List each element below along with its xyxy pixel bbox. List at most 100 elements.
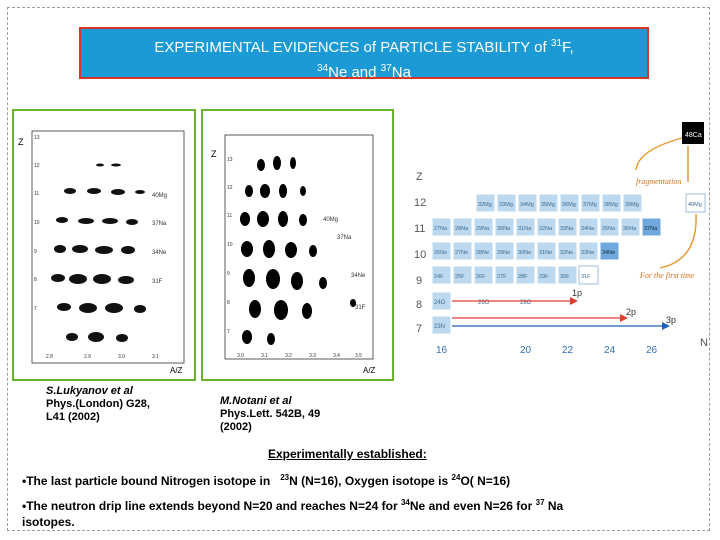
left-x-tick: 2.9 [84, 354, 91, 360]
row-f: 24F 25F 26F 27F 28F 29F 30F 31F [431, 265, 599, 285]
isotope-cell: 34Ne [602, 250, 615, 256]
isotope-cell: 39Mg [625, 202, 639, 208]
middle-isotope-label: 34Ne [351, 273, 366, 279]
left-x-tick: 3.0 [118, 354, 125, 360]
isotope-cell: 27F [497, 274, 507, 280]
isotope-cell: 28Na [455, 226, 469, 232]
title-text-2: F, [561, 39, 574, 56]
bullet1-text-b: N (N=16), Oxygen isotope is [289, 474, 449, 488]
bullet2-text-c: Na [547, 499, 564, 513]
row-o: 24O 26O 28O [431, 291, 532, 311]
left-caption-authors: S.Lukyanov et al [46, 385, 133, 397]
bullet-drip-line: •The neutron drip line extends beyond N=… [22, 495, 702, 530]
slide-title: EXPERIMENTAL EVIDENCES of PARTICLE STABI… [79, 27, 649, 81]
row-na: 27Na 28Na 29Na 30Na 31Na 32Na 33Na 34Na … [431, 217, 662, 237]
middle-caption: M.Notani et al Phys.Lett. 542B, 49 (2002… [220, 395, 320, 434]
left-y-tick: 8 [34, 277, 37, 283]
isotope-cell: 26O [478, 300, 490, 306]
bullet2-sup-37: 37 [535, 498, 545, 507]
bullet2-text-a: •The neutron drip line extends beyond N=… [22, 499, 398, 513]
middle-caption-authors: M.Notani et al [220, 395, 292, 407]
row-mg: 32Mg 33Mg 34Mg 35Mg 36Mg 37Mg 38Mg 39Mg … [475, 193, 706, 213]
slide-frame [7, 7, 710, 531]
middle-pid-plot: Z A/Z 13 12 11 10 9 8 7 3.0 3.1 3.2 3.3 … [211, 134, 376, 375]
left-isotope-label: 34Ne [152, 250, 167, 256]
left-y-tick: 7 [34, 306, 37, 312]
n-tick: 22 [562, 345, 574, 356]
middle-y-tick: 11 [227, 213, 232, 219]
left-isotope-label: 37Na [152, 221, 167, 227]
row-label: 8 [416, 299, 422, 311]
n-tick: 16 [436, 345, 448, 356]
row-label: 7 [416, 323, 422, 335]
bullet-nitrogen: •The last particle bound Nitrogen isotop… [22, 470, 510, 489]
isotope-cell: 37Mg [583, 202, 597, 208]
established-heading: Experimentally established: [268, 447, 427, 461]
title-text-4: Na [391, 64, 411, 81]
left-x-tick: 2.8 [46, 354, 53, 360]
drip-arrows [452, 297, 670, 330]
left-x-axis-label: A/Z [170, 366, 183, 375]
isotope-cell: 28Ne [476, 250, 489, 256]
bullet1-text-a: •The last particle bound Nitrogen isotop… [22, 474, 271, 488]
middle-x-tick: 3.5 [355, 353, 362, 359]
middle-y-tick: 8 [227, 300, 230, 306]
middle-y-tick: 13 [227, 157, 233, 163]
bullet1-text-c: O( N=16) [460, 474, 511, 488]
middle-blobs [240, 156, 356, 345]
middle-isotope-label: 37Na [337, 235, 352, 241]
n-tick: 24 [604, 345, 616, 356]
left-blobs [51, 163, 146, 342]
isotope-cell: 25F [455, 274, 465, 280]
isotope-cell: 33Ne [581, 250, 594, 256]
left-caption: S.Lukyanov et al Phys.(London) G28, L41 … [46, 385, 150, 424]
isotope-cell: 26Ne [434, 250, 447, 256]
left-caption-ref: L41 (2002) [46, 411, 100, 423]
middle-caption-journal: Phys.Lett. 542B, 49 [220, 408, 321, 420]
middle-x-axis-label: A/Z [363, 366, 376, 375]
isotope-cell: 37Na [644, 226, 658, 232]
isotope-cell: 27Na [434, 226, 448, 232]
ca48-box [682, 122, 704, 144]
isotope-cell: 28O [520, 300, 532, 306]
title-sup-34: 34 [317, 63, 329, 74]
isotope-cell: 29Na [476, 226, 490, 232]
chart-z-label: Z [416, 171, 423, 183]
title-text-1: EXPERIMENTAL EVIDENCES of PARTICLE STABI… [154, 39, 547, 56]
isotope-cell: 33Na [560, 226, 574, 232]
left-y-tick: 12 [34, 163, 40, 169]
nuclide-chart: Z N 12 11 10 9 8 7 16 20 22 24 26 48Ca f… [414, 122, 708, 356]
isotope-cell: 24O [434, 300, 446, 306]
fragmentation-label: fragmentation [636, 177, 681, 186]
isotope-cell: 36Mg [562, 202, 576, 208]
isotope-cell: 34Na [581, 226, 595, 232]
isotope-cell: 30Ne [518, 250, 531, 256]
bullet2-text-b: Ne and even N=26 for [409, 499, 533, 513]
middle-isotope-label: 31F [355, 305, 366, 311]
left-isotope-label: 31F [152, 279, 163, 285]
arrow-label-3p: 3p [666, 315, 676, 325]
isotope-cell: 29Ne [497, 250, 510, 256]
row-n: 23N [431, 315, 452, 335]
isotope-cell: 35Mg [541, 202, 555, 208]
isotope-cell: 30Na [497, 226, 511, 232]
middle-y-tick: 12 [227, 185, 233, 191]
ca48-label: 48Ca [685, 132, 702, 139]
isotope-cell: 28F [518, 274, 528, 280]
bullet2-text-d: isotopes. [22, 515, 75, 529]
row-label: 11 [414, 223, 425, 235]
middle-figure-panel: Z A/Z 13 12 11 10 9 8 7 3.0 3.1 3.2 3.3 … [201, 109, 394, 381]
row-label: 10 [414, 249, 426, 261]
chart-n-label: N [700, 337, 708, 349]
middle-caption-ref: (2002) [220, 421, 252, 433]
middle-y-tick: 10 [227, 242, 233, 248]
row-ne: 26Ne 27Ne 28Ne 29Ne 30Ne 31Ne 32Ne 33Ne … [431, 241, 620, 261]
left-isotope-label: 40Mg [152, 193, 167, 199]
middle-isotope-label: 40Mg [323, 217, 338, 223]
isotope-cell: 40Mg [688, 202, 702, 208]
title-text-3: Ne and [328, 64, 377, 81]
isotope-cell: 31Ne [539, 250, 552, 256]
bullet1-sup-23: 23 [280, 473, 290, 482]
left-y-tick: 11 [34, 191, 39, 197]
middle-x-tick: 3.3 [309, 353, 316, 359]
